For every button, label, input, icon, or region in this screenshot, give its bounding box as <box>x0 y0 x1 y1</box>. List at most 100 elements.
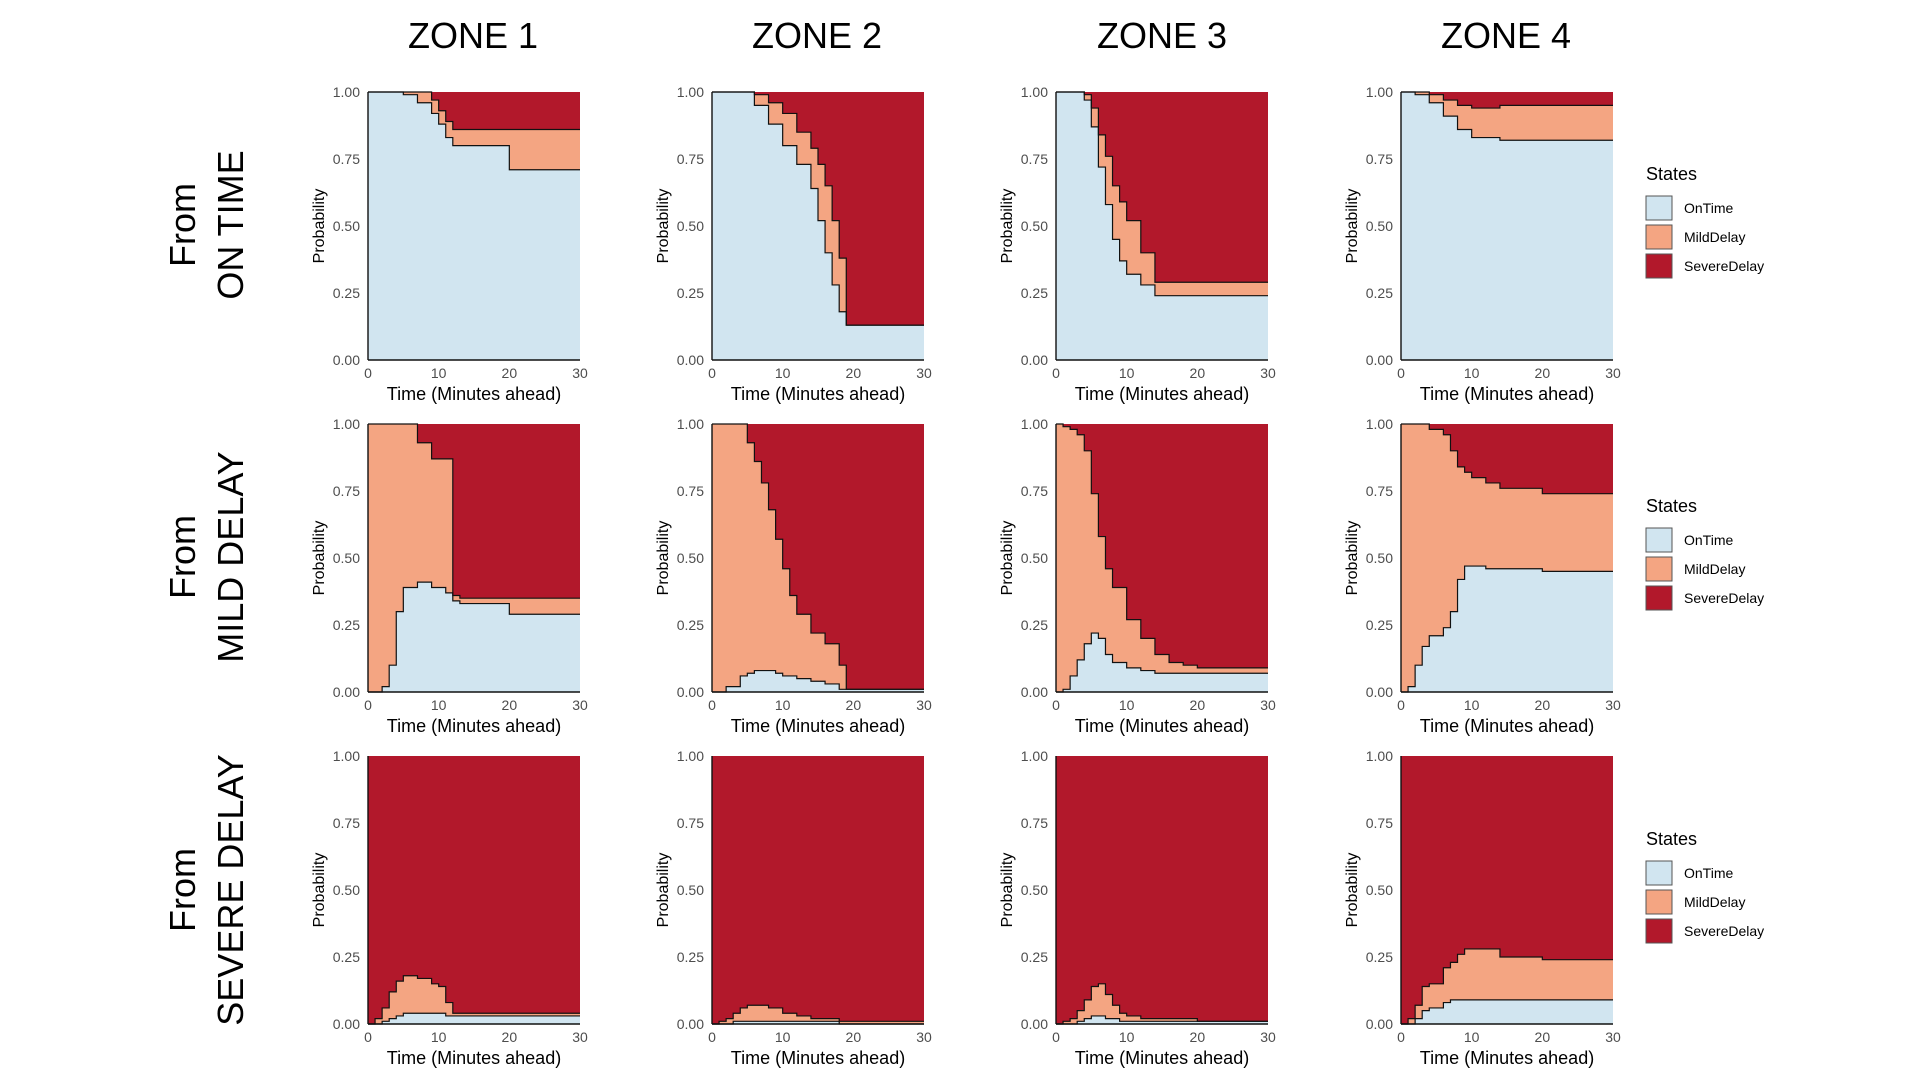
x-tick-label: 10 <box>1464 1029 1480 1045</box>
x-tick-label: 10 <box>1464 365 1480 381</box>
legend-row-2: States OnTime MildDelay SevereDelay <box>1645 496 1764 611</box>
panel-1-3: 0.00 0.25 0.50 0.75 1.00 0 10 20 30 Time (Minutes… <box>999 84 1276 404</box>
y-tick-label: 1.00 <box>1021 748 1048 764</box>
x-tick-label: 20 <box>502 697 518 713</box>
boundary-ontime-mild <box>1056 91 1268 297</box>
y-axis-title: Probability <box>999 189 1016 264</box>
area-ontime <box>368 92 580 360</box>
area-severedelay <box>1056 756 1268 1024</box>
panel-grid: 0.00 0.25 0.50 0.75 1.00 0 10 20 30 Time (Minutes… <box>311 84 1621 1068</box>
x-axis-title: Time (Minutes ahead) <box>1075 384 1249 404</box>
panel-1-4: 0.00 0.25 0.50 0.75 1.00 0 10 20 30 Time (Minutes… <box>1344 84 1621 404</box>
y-axis-title: Probability <box>655 521 672 596</box>
y-tick-label: 0.50 <box>1366 550 1393 566</box>
x-tick-label: 20 <box>1535 365 1551 381</box>
y-tick-label: 0.75 <box>333 483 360 499</box>
x-tick-label: 0 <box>1397 365 1405 381</box>
y-axis-title: Probability <box>999 521 1016 596</box>
x-tick-label: 30 <box>1260 697 1276 713</box>
boundary-mild-severe <box>1401 423 1613 495</box>
row-title-line2: SEVERE DELAY <box>210 754 251 1025</box>
y-tick-label: 0.25 <box>1366 285 1393 301</box>
x-axis-title: Time (Minutes ahead) <box>731 1048 905 1068</box>
x-tick-label: 0 <box>1397 1029 1405 1045</box>
panel-3-1: 0.00 0.25 0.50 0.75 1.00 0 10 20 30 Time (Minutes… <box>311 748 588 1068</box>
y-tick-label: 0.00 <box>677 1016 704 1032</box>
y-axis-title: Probability <box>655 189 672 264</box>
y-tick-label: 1.00 <box>333 748 360 764</box>
y-tick-label: 0.50 <box>677 550 704 566</box>
boundary-ontime-mild <box>368 91 580 171</box>
x-tick-label: 10 <box>1464 697 1480 713</box>
panel-2-1: 0.00 0.25 0.50 0.75 1.00 0 10 20 30 Time (Minutes… <box>311 416 588 736</box>
y-tick-label: 0.00 <box>333 352 360 368</box>
legend-label-ontime: OnTime <box>1684 865 1733 881</box>
y-tick-label: 0.25 <box>333 617 360 633</box>
x-tick-label: 10 <box>431 697 447 713</box>
boundary-mild-severe <box>1401 948 1613 1025</box>
y-tick-label: 0.00 <box>1366 684 1393 700</box>
y-tick-label: 0.00 <box>333 684 360 700</box>
y-tick-label: 0.00 <box>1021 684 1048 700</box>
x-tick-label: 0 <box>364 697 372 713</box>
y-tick-label: 0.25 <box>677 949 704 965</box>
x-tick-label: 20 <box>846 365 862 381</box>
y-tick-label: 0.50 <box>333 550 360 566</box>
y-tick-label: 0.00 <box>677 352 704 368</box>
legend-key-ontime <box>1645 195 1673 221</box>
x-axis-title: Time (Minutes ahead) <box>731 384 905 404</box>
y-tick-label: 0.25 <box>1021 617 1048 633</box>
boundary-ontime-mild <box>1401 565 1613 693</box>
y-tick-label: 0.25 <box>1021 949 1048 965</box>
y-axis-title: Probability <box>999 853 1016 928</box>
x-tick-label: 0 <box>708 365 716 381</box>
x-tick-label: 30 <box>572 1029 588 1045</box>
y-tick-label: 0.25 <box>1366 949 1393 965</box>
panel-3-4: 0.00 0.25 0.50 0.75 1.00 0 10 20 30 Time (Minutes… <box>1344 748 1621 1068</box>
x-tick-label: 20 <box>1535 1029 1551 1045</box>
x-tick-label: 20 <box>1190 365 1206 381</box>
y-tick-label: 0.75 <box>677 483 704 499</box>
y-tick-label: 0.00 <box>1021 1016 1048 1032</box>
zone-title-4: ZONE 4 <box>1441 15 1571 56</box>
legend-column: States OnTime MildDelay SevereDelay States On… <box>1645 164 1764 944</box>
x-tick-label: 30 <box>916 365 932 381</box>
y-tick-label: 1.00 <box>677 748 704 764</box>
legend-label-milddelay: MildDelay <box>1684 561 1745 577</box>
y-axis-title: Probability <box>1344 189 1361 264</box>
boundary-ontime-mild <box>368 1012 580 1025</box>
y-tick-label: 0.75 <box>333 815 360 831</box>
area-milddelay <box>1056 424 1268 692</box>
boundary-ontime-mild <box>1401 999 1613 1025</box>
legend-row-3: States OnTime MildDelay SevereDelay <box>1645 829 1764 944</box>
y-tick-label: 0.75 <box>1366 815 1393 831</box>
row-title-mild-delay: From MILD DELAY <box>162 451 251 662</box>
row-title-line2: MILD DELAY <box>210 451 251 662</box>
area-ontime <box>1056 633 1268 692</box>
row-title-line1: From <box>162 183 203 267</box>
y-tick-label: 0.75 <box>1366 151 1393 167</box>
area-ontime <box>368 582 580 692</box>
x-tick-label: 10 <box>1119 697 1135 713</box>
x-axis-title: Time (Minutes ahead) <box>387 1048 561 1068</box>
x-tick-label: 0 <box>364 365 372 381</box>
legend-key-milddelay <box>1645 556 1673 582</box>
y-tick-label: 0.50 <box>1021 218 1048 234</box>
x-axis-title: Time (Minutes ahead) <box>1420 1048 1594 1068</box>
panel-3-3: 0.00 0.25 0.50 0.75 1.00 0 10 20 30 Time (Minutes… <box>999 748 1276 1068</box>
x-tick-label: 30 <box>1605 365 1621 381</box>
y-tick-label: 0.00 <box>1366 352 1393 368</box>
row-title-severe-delay: From SEVERE DELAY <box>162 754 251 1025</box>
y-tick-label: 1.00 <box>677 416 704 432</box>
y-tick-label: 0.50 <box>1021 882 1048 898</box>
x-tick-label: 30 <box>916 697 932 713</box>
panel-1-2: 0.00 0.25 0.50 0.75 1.00 0 10 20 30 Time (Minutes… <box>655 84 932 404</box>
x-axis-title: Time (Minutes ahead) <box>731 716 905 736</box>
panel-2-3: 0.00 0.25 0.50 0.75 1.00 0 10 20 30 Time (Minutes… <box>999 416 1276 736</box>
area-ontime <box>1056 92 1268 360</box>
boundary-mild-severe <box>712 91 924 326</box>
y-tick-label: 0.25 <box>333 949 360 965</box>
x-tick-label: 10 <box>775 1029 791 1045</box>
x-tick-label: 20 <box>846 1029 862 1045</box>
